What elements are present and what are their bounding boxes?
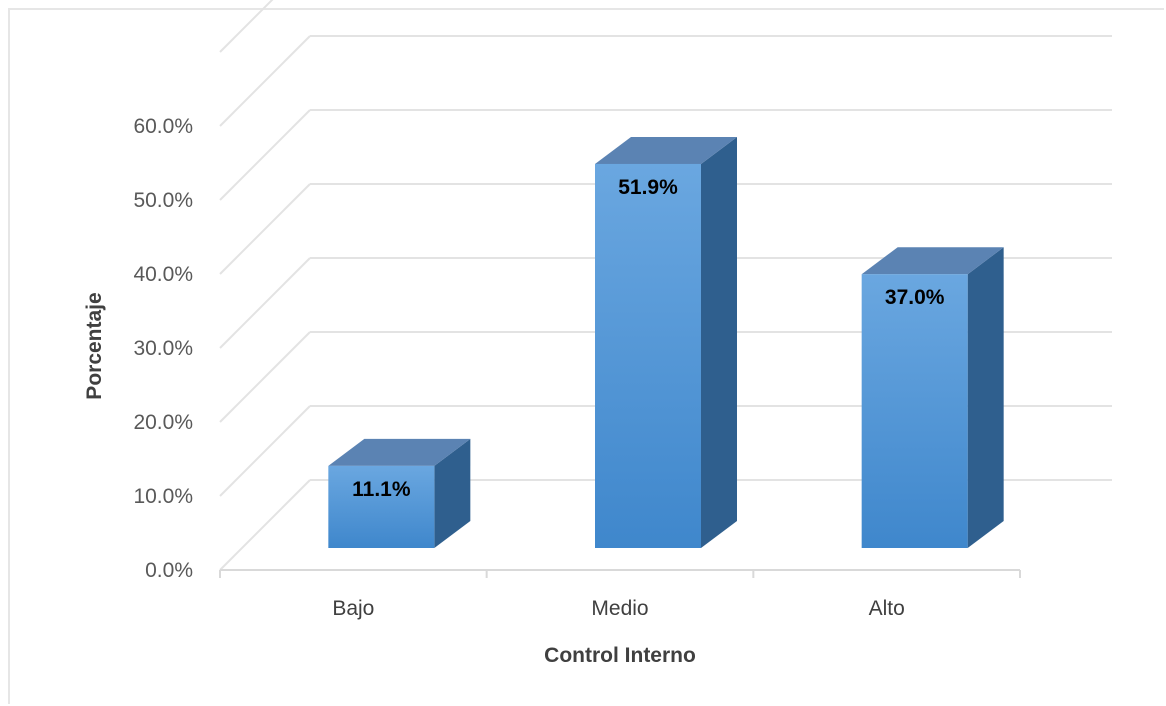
- data-label: 51.9%: [618, 176, 678, 199]
- y-axis-title: Porcentaje: [83, 292, 106, 399]
- gridline-diagonal: [219, 479, 311, 571]
- bar-side: [434, 438, 471, 548]
- y-axis-ticks: 0.0% 10.0% 20.0% 30.0% 40.0% 50.0% 60.0%: [133, 115, 193, 582]
- bar-top: [861, 247, 1004, 275]
- y-tick-label: 20.0%: [133, 411, 193, 434]
- x-category-label: Bajo: [332, 597, 374, 620]
- bars: 11.1% 51.9% 37.0%: [328, 136, 1004, 548]
- x-axis-title: Control Interno: [544, 644, 696, 667]
- y-tick-label: 0.0%: [145, 559, 193, 582]
- bar-front: [328, 465, 435, 548]
- y-tick-label: 50.0%: [133, 189, 193, 212]
- chart-frame: [8, 8, 1164, 704]
- gridline-diagonal: [219, 257, 311, 349]
- y-tick-label: 30.0%: [133, 337, 193, 360]
- gridline-diagonal: [219, 331, 311, 423]
- gridline-diagonal: [219, 0, 274, 53]
- gridline-diagonal: [219, 35, 311, 127]
- bar-medio: 51.9%: [595, 136, 737, 548]
- y-tick-label: 10.0%: [133, 485, 193, 508]
- bar-side: [967, 247, 1004, 548]
- x-category-label: Alto: [869, 597, 905, 620]
- y-tick-label: 60.0%: [133, 115, 193, 138]
- data-label: 11.1%: [352, 478, 411, 501]
- y-tick-label: 40.0%: [133, 263, 193, 286]
- x-axis: [219, 569, 1021, 578]
- gridline-diagonal: [219, 405, 311, 497]
- bar-side: [701, 136, 737, 548]
- x-axis-categories: Bajo Medio Alto: [332, 597, 904, 620]
- gridline-diagonal: [219, 109, 311, 201]
- bar-alto: 37.0%: [861, 247, 1004, 548]
- data-label: 37.0%: [885, 286, 945, 309]
- x-category-label: Medio: [591, 597, 648, 620]
- gridline-diagonal: [219, 183, 311, 275]
- bar-front: [595, 163, 701, 548]
- bar-top: [595, 136, 737, 164]
- bar-bajo: 11.1%: [328, 438, 471, 548]
- bar-front: [861, 274, 968, 548]
- bar-top: [328, 438, 471, 466]
